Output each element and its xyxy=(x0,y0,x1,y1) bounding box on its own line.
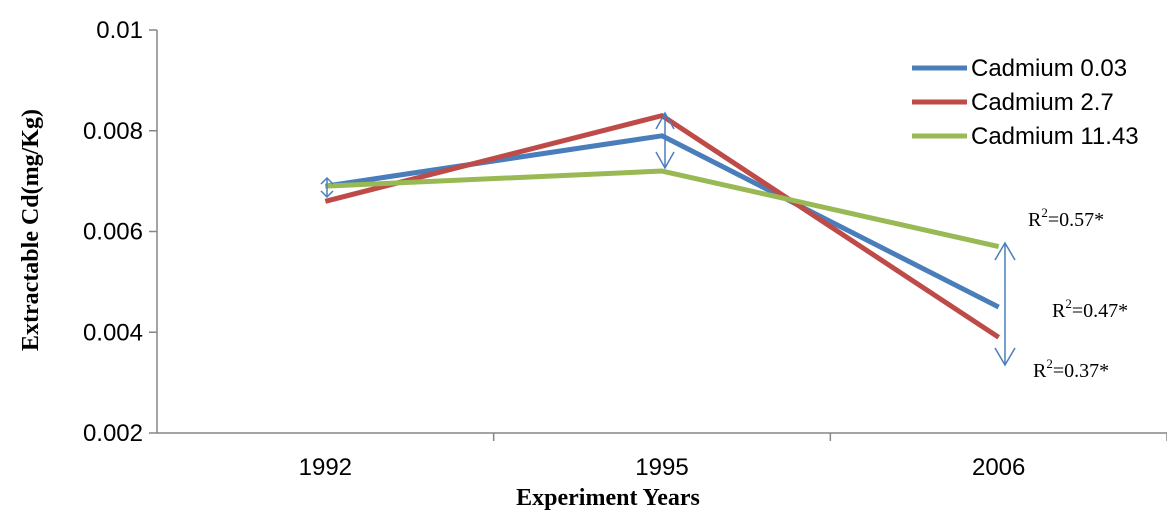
legend-label: Cadmium 11.43 xyxy=(971,123,1139,150)
legend-label: Cadmium 0.03 xyxy=(971,55,1127,82)
error-bar-2006 xyxy=(994,241,1016,367)
y-tick-label: 0.008 xyxy=(83,118,143,145)
legend: Cadmium 0.03 Cadmium 2.7 Cadmium 11.43 xyxy=(912,55,1139,150)
error-bars xyxy=(320,111,1016,367)
x-tick-label: 1995 xyxy=(635,454,688,481)
y-tick-label: 0.006 xyxy=(83,219,143,246)
error-bar-1995 xyxy=(655,111,675,170)
y-axis-title: Extractable Cd(mg/Kg) xyxy=(18,109,44,351)
y-ticks: 0.002 0.004 0.006 0.008 0.01 xyxy=(83,17,157,447)
r2-annotation-3: R2=0.37* xyxy=(1033,356,1109,382)
series-lines xyxy=(324,113,1001,340)
error-bar-1992 xyxy=(320,176,334,199)
r2-annotation-1: R2=0.57* xyxy=(1028,205,1104,231)
r2-annotation-2: R2=0.47* xyxy=(1052,296,1128,322)
x-tick-label: 1992 xyxy=(299,454,352,481)
x-axis-title: Experiment Years xyxy=(516,485,700,511)
x-tick-label: 2006 xyxy=(972,454,1025,481)
series-line-3 xyxy=(325,168,1000,250)
y-tick-label: 0.002 xyxy=(83,420,143,447)
x-ticks: 1992 1995 2006 xyxy=(299,433,1167,481)
y-tick-label: 0.004 xyxy=(83,319,143,346)
legend-label: Cadmium 2.7 xyxy=(971,89,1114,116)
y-tick-label: 0.01 xyxy=(96,17,143,44)
